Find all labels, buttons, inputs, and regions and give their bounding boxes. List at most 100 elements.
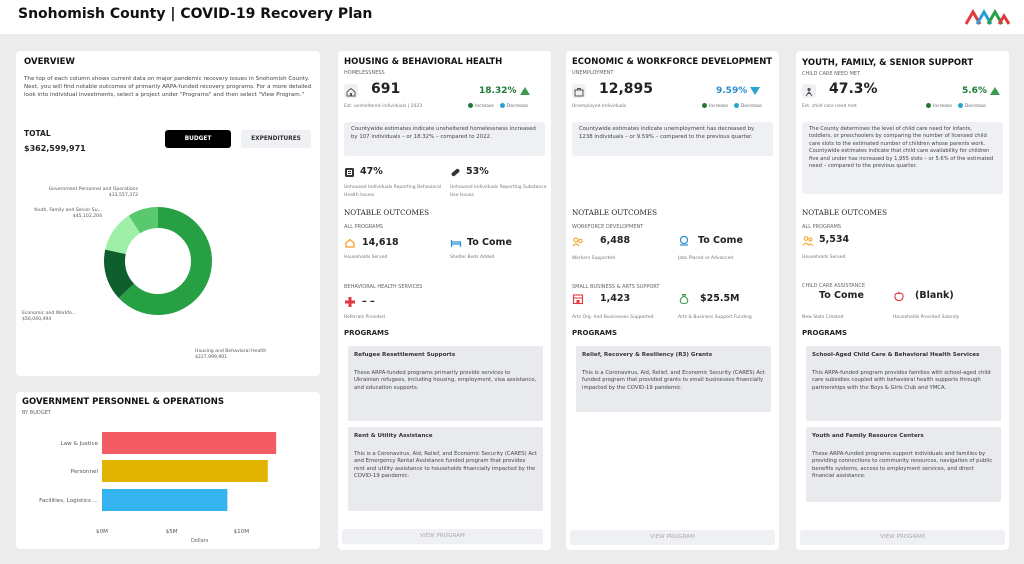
econ-out3-value: 1,423 xyxy=(600,293,631,304)
housing-metric-caption: Est. unsheltered individuals | 2023 xyxy=(344,104,423,109)
apple-icon xyxy=(894,291,904,302)
econ-title: ECONOMIC & WORKFORCE DEVELOPMENT xyxy=(572,57,773,67)
triangle-up-icon xyxy=(519,86,530,95)
x-tick-label: $10M xyxy=(234,529,250,535)
pill-icon xyxy=(451,168,460,177)
decrease-dot-icon xyxy=(733,103,739,108)
gov-bar-chart: Law & Justice Personnel Facilities, Logist… xyxy=(39,432,277,544)
econ-out2-caption: Jobs Placed or Advanced xyxy=(678,256,734,261)
program-description: These ARPA-funded programs primarily pro… xyxy=(354,370,537,391)
econ-group2-label: SMALL BUSINESS & ARTS SUPPORT xyxy=(572,284,660,290)
housing-metric-label: HOMELESSNESS xyxy=(344,70,385,76)
triangle-up-icon xyxy=(990,86,1001,95)
housing-view-program-button[interactable]: VIEW PROGRAM xyxy=(342,529,543,544)
econ-out1-value: 6,488 xyxy=(600,235,631,246)
econ-out3-caption: Arts Org. And Businesses Supported xyxy=(572,315,654,320)
budget-button[interactable]: BUDGET xyxy=(165,130,231,148)
econ-metric-label: UNEMPLOYMENT xyxy=(572,70,614,76)
econ-metric-caption: Unemployed Individuals xyxy=(572,104,627,109)
briefcase-icon xyxy=(572,84,586,98)
gov-title: GOVERNMENT PERSONNEL & OPERATIONS xyxy=(22,397,225,407)
gov-subtitle: BY BUDGET xyxy=(22,410,51,416)
child-icon xyxy=(802,84,816,98)
housing-notable-title: NOTABLE OUTCOMES xyxy=(344,208,430,217)
expenditures-button[interactable]: EXPENDITURES xyxy=(241,130,311,148)
housing-stat2-caption: Unhoused Individuals Reporting Substance… xyxy=(450,185,547,198)
bar-category-label: Law & Justice xyxy=(61,441,99,447)
youth-legend: Increase Decrease xyxy=(926,103,986,109)
donut-label-gov: Government Personnel and Operations $33,5… xyxy=(48,187,138,198)
program-description: These ARPA-funded programs support indiv… xyxy=(812,451,993,479)
econ-view-program-button[interactable]: VIEW PROGRAM xyxy=(570,530,775,545)
housing-out3-value: – – xyxy=(362,296,375,307)
total-value: $362,599,971 xyxy=(24,144,86,153)
youth-out2-caption: New Slots Created xyxy=(802,315,844,320)
medical-cross-icon xyxy=(345,297,355,307)
youth-program-resource-centers[interactable]: Youth and Family Resource Centers These … xyxy=(806,427,1001,502)
x-tick-label: $5M xyxy=(166,529,178,535)
storefront-icon xyxy=(572,294,584,305)
housing-out1-caption: Households Served xyxy=(344,255,388,260)
donut-slice-3[interactable] xyxy=(104,207,212,315)
youth-metric-value: 47.3% xyxy=(829,81,878,97)
housing-legend: Increase Decrease xyxy=(468,103,528,109)
econ-out4-caption: Arts & Business Support Funding xyxy=(678,315,752,320)
econ-program-r3[interactable]: Relief, Recovery & Resiliency (R3) Grant… xyxy=(576,346,771,412)
total-label: TOTAL xyxy=(24,129,51,138)
housing-group2-label: BEHAVIORAL HEALTH SERVICES xyxy=(344,284,423,290)
econ-out2-value: To Come xyxy=(698,235,743,246)
page-title: Snohomish County | COVID-19 Recovery Pla… xyxy=(18,6,373,22)
housing-program-rent[interactable]: Rent & Utility Assistance This is a Coro… xyxy=(348,427,543,511)
youth-programs-title: PROGRAMS xyxy=(802,329,848,337)
youth-program-school-aged[interactable]: School-Aged Child Care & Behavioral Heal… xyxy=(806,346,1001,421)
donut-slice-1[interactable] xyxy=(104,207,212,315)
youth-out1-value: 5,534 xyxy=(819,234,850,245)
donut-label-housing: Housing and Behavioral Health $227,999,90… xyxy=(195,349,267,360)
econ-card: ECONOMIC & WORKFORCE DEVELOPMENT UNEMPLO… xyxy=(566,51,779,550)
decrease-dot-icon xyxy=(499,103,505,108)
housing-out3-caption: Referrals Provided xyxy=(344,315,385,320)
program-title: School-Aged Child Care & Behavioral Heal… xyxy=(812,352,980,358)
x-axis-label: Dollars xyxy=(191,538,209,544)
bar-category-label: Facilities, Logistics ... xyxy=(39,498,98,504)
youth-out3-value: (Blank) xyxy=(915,290,954,301)
donut-label-econ: Economic and Workfo... $56,040,494 xyxy=(22,311,77,322)
youth-view-program-button[interactable]: VIEW PROGRAM xyxy=(800,530,1005,545)
bar-1[interactable] xyxy=(102,460,268,482)
housing-info: Countywide estimates indicate unsheltere… xyxy=(344,122,545,156)
housing-program-refugee[interactable]: Refugee Resettlement Supports These ARPA… xyxy=(348,346,543,421)
overview-description: The top of each column shows current dat… xyxy=(24,76,312,98)
econ-metric-value: 12,895 xyxy=(599,81,654,97)
house-hand-icon xyxy=(345,238,355,248)
app-header: Snohomish County | COVID-19 Recovery Pla… xyxy=(0,0,1024,34)
bar-2[interactable] xyxy=(102,489,228,511)
budget-donut-chart xyxy=(104,207,212,315)
econ-out4-value: $25.5M xyxy=(700,293,740,304)
donut-label-youth: Youth, Family and Senior Su... $45,102,20… xyxy=(33,208,102,219)
econ-out1-caption: Workers Supported xyxy=(572,256,616,261)
youth-out1-caption: Households Served xyxy=(802,255,846,260)
youth-out3-caption: Households Provided Subsidy xyxy=(893,315,960,320)
youth-metric-caption: Est. child care need met xyxy=(802,104,857,109)
housing-programs-title: PROGRAMS xyxy=(344,329,390,337)
housing-change: 18.32% xyxy=(479,86,530,96)
econ-group1-label: WORKFORCE DEVELOPMENT xyxy=(572,224,644,230)
econ-legend: Increase Decrease xyxy=(702,103,762,109)
overview-title: OVERVIEW xyxy=(24,57,75,67)
youth-card: YOUTH, FAMILY, & SENIOR SUPPORT CHILD CA… xyxy=(796,51,1009,550)
house-icon xyxy=(344,84,358,98)
bar-0[interactable] xyxy=(102,432,277,454)
housing-card: HOUSING & BEHAVIORAL HEALTH HOMELESSNESS… xyxy=(338,51,551,550)
housing-stat1-value: 47% xyxy=(360,166,383,177)
family-icon xyxy=(802,236,814,246)
program-description: This is a Coronavirus, Aid, Relief, and … xyxy=(354,451,537,479)
program-title: Relief, Recovery & Resiliency (R3) Grant… xyxy=(582,352,713,358)
increase-dot-icon xyxy=(702,103,707,108)
housing-metric-value: 691 xyxy=(371,81,401,97)
youth-metric-label: CHILD CARE NEED MET xyxy=(802,71,861,77)
increase-dot-icon xyxy=(926,103,931,108)
bed-icon xyxy=(450,240,462,247)
youth-group1-label: ALL PROGRAMS xyxy=(802,224,842,230)
money-bag-icon xyxy=(679,293,689,305)
workers-icon xyxy=(572,237,583,247)
